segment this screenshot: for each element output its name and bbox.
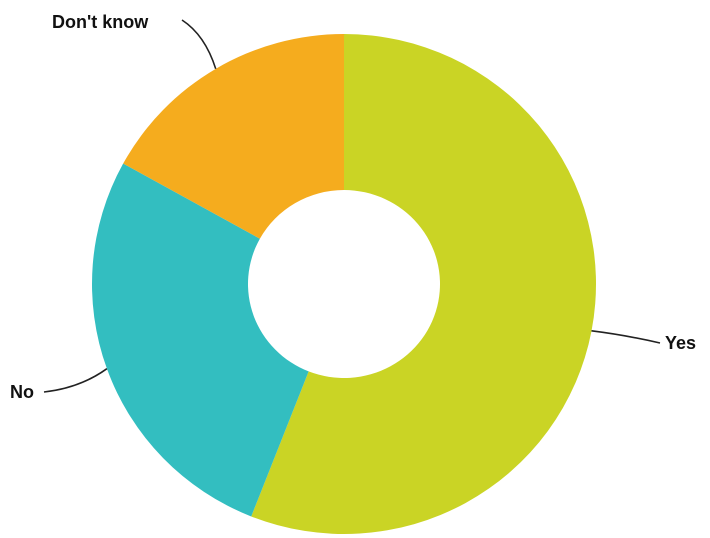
slice-no <box>91 163 309 517</box>
slice-dont-know <box>123 34 344 239</box>
leader-line-yes <box>591 330 661 344</box>
leader-line-no <box>43 368 108 393</box>
labels-group: Yes No Don't know <box>10 12 696 402</box>
slice-label-dont-know: Don't know <box>52 12 149 32</box>
slice-label-no: No <box>10 382 34 402</box>
slice-label-yes: Yes <box>665 333 696 353</box>
slices-group <box>91 34 597 534</box>
leader-line-dont-know <box>181 19 217 70</box>
slice-yes <box>251 34 597 534</box>
leader-lines-group <box>43 19 661 393</box>
